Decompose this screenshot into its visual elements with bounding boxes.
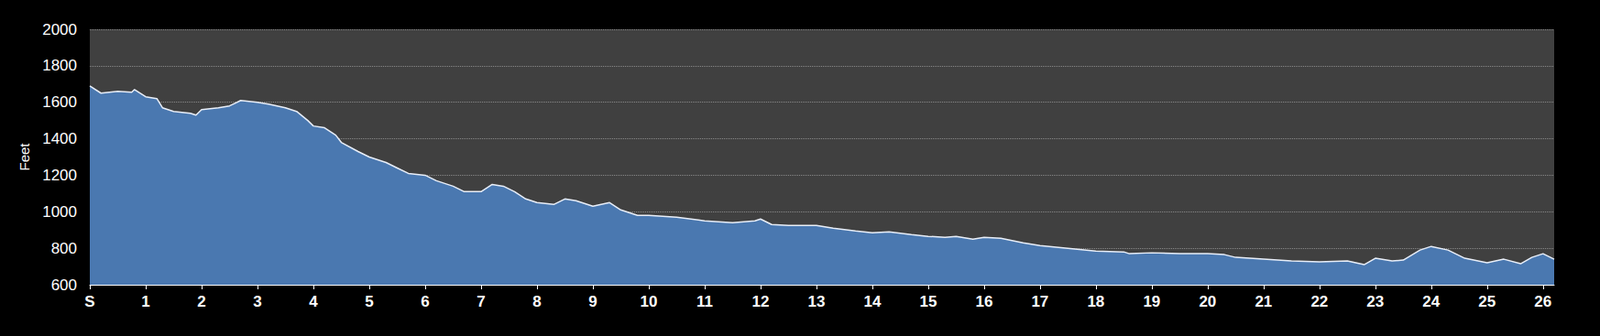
svg-text:7: 7 [476, 293, 485, 311]
svg-text:20: 20 [1198, 293, 1217, 311]
svg-text:22: 22 [1310, 293, 1328, 311]
svg-text:12: 12 [751, 293, 769, 311]
svg-text:1400: 1400 [42, 130, 77, 148]
svg-text:23: 23 [1366, 293, 1384, 311]
svg-text:800: 800 [51, 240, 77, 258]
svg-text:1000: 1000 [42, 203, 77, 221]
svg-text:5: 5 [364, 293, 373, 311]
svg-text:2000: 2000 [42, 21, 77, 39]
svg-text:24: 24 [1422, 293, 1440, 311]
svg-text:4: 4 [308, 293, 318, 311]
svg-text:14: 14 [863, 293, 881, 311]
svg-text:1600: 1600 [42, 93, 77, 111]
svg-text:3: 3 [252, 293, 262, 311]
svg-text:17: 17 [1030, 293, 1049, 311]
svg-text:2: 2 [197, 293, 206, 311]
svg-text:9: 9 [588, 293, 597, 311]
svg-text:Feet: Feet [16, 142, 33, 172]
svg-text:600: 600 [51, 276, 77, 295]
svg-text:6: 6 [420, 293, 429, 311]
svg-text:8: 8 [532, 293, 541, 311]
svg-text:13: 13 [807, 293, 825, 311]
svg-text:18: 18 [1086, 293, 1105, 311]
svg-text:16: 16 [975, 293, 993, 311]
svg-text:10: 10 [639, 293, 658, 311]
svg-text:25: 25 [1478, 293, 1496, 311]
svg-text:15: 15 [919, 293, 937, 311]
svg-text:21: 21 [1254, 293, 1272, 311]
svg-text:11: 11 [696, 293, 713, 311]
svg-text:26: 26 [1534, 293, 1552, 311]
svg-text:1: 1 [141, 293, 150, 311]
svg-text:S: S [84, 293, 95, 311]
svg-text:1200: 1200 [42, 166, 77, 185]
svg-text:19: 19 [1142, 293, 1161, 311]
svg-text:1800: 1800 [42, 56, 77, 75]
